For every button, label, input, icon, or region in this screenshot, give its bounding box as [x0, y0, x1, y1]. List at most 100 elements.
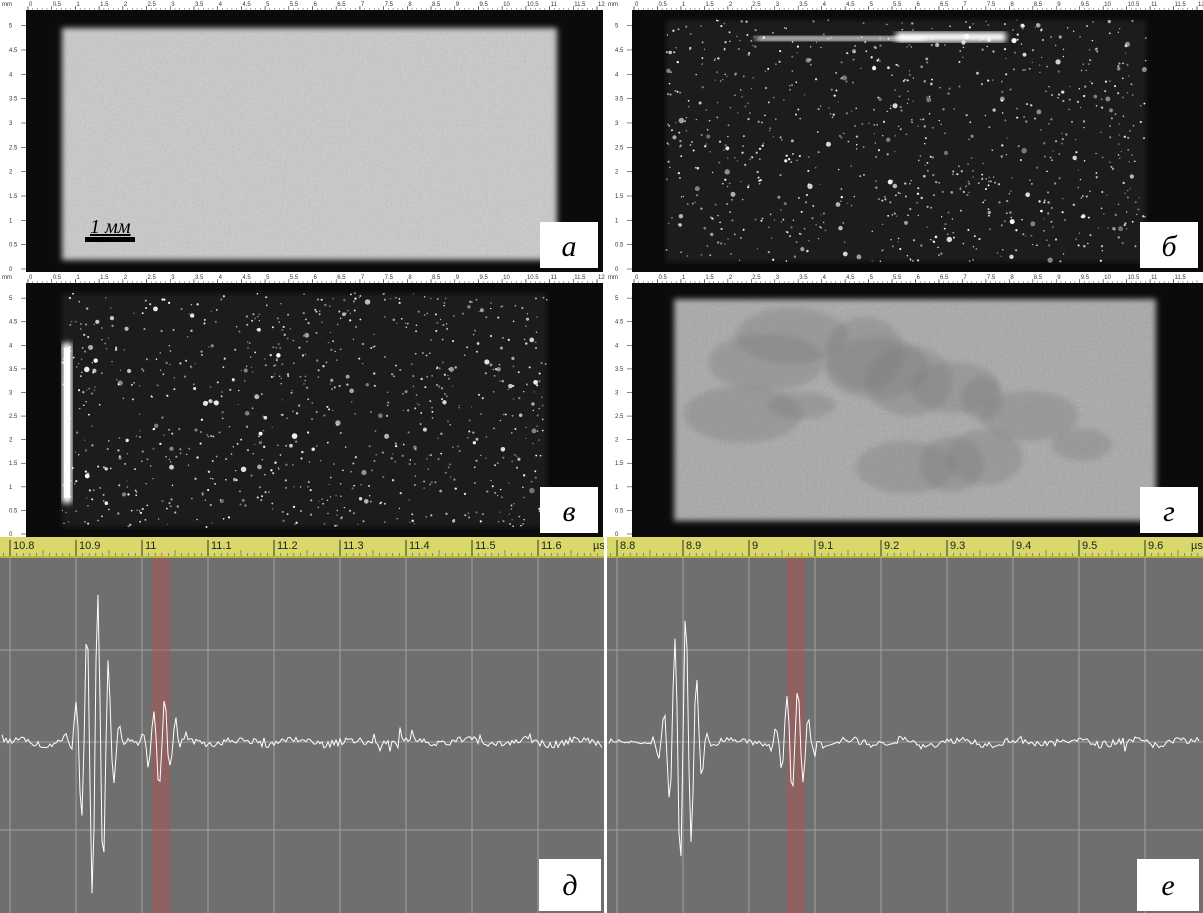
ruler-label: 1.5	[100, 2, 109, 8]
defect-dot	[1020, 43, 1023, 45]
defect-dot	[107, 440, 110, 442]
defect-dot	[447, 377, 451, 380]
defect-dot	[207, 470, 211, 473]
defect-dot	[138, 435, 141, 439]
defect-dot	[392, 453, 394, 455]
defect-dot	[188, 447, 191, 450]
defect-dot	[458, 449, 461, 453]
defect-dot	[969, 121, 972, 123]
defect-dot	[1122, 96, 1124, 99]
defect-dot	[966, 193, 969, 197]
defect-dot	[835, 89, 838, 92]
defect-dot	[701, 41, 704, 44]
defect-dot	[890, 104, 892, 107]
defect-dot	[1030, 221, 1036, 227]
ruler-label: 4	[219, 2, 223, 8]
defect-dot	[504, 413, 507, 416]
defect-dot	[747, 184, 750, 187]
defect-dot	[1118, 62, 1121, 65]
defect-dot	[104, 342, 106, 345]
defect-dot	[920, 244, 923, 247]
defect-dot	[1006, 212, 1008, 214]
ruler-label: 12	[1198, 2, 1203, 8]
defect-dot	[114, 348, 118, 351]
defect-dot	[905, 133, 908, 136]
defect-dot	[546, 299, 548, 301]
defect-dot	[284, 479, 287, 482]
defect-dot	[822, 221, 825, 224]
defect-dot	[1024, 235, 1027, 238]
defect-dot	[1079, 178, 1082, 181]
defect-dot	[930, 43, 934, 47]
defect-dot	[538, 372, 541, 375]
defect-dot	[910, 179, 913, 182]
defect-dot	[965, 185, 968, 188]
defect-dot	[828, 106, 830, 109]
defect-dot	[1001, 112, 1004, 114]
defect-dot	[706, 134, 711, 139]
defect-dot	[107, 337, 109, 339]
defect-dot	[824, 229, 827, 232]
defect-dot	[770, 237, 773, 239]
defect-dot	[390, 457, 393, 460]
defect-dot	[79, 375, 82, 378]
defect-dot	[193, 386, 197, 391]
defect-dot	[430, 454, 432, 456]
defect-dot	[221, 391, 223, 393]
defect-dot	[1043, 155, 1046, 158]
defect-dot	[783, 27, 786, 29]
defect-dot	[91, 498, 94, 501]
ruler-top	[606, 273, 1203, 283]
defect-dot	[754, 218, 757, 221]
ruler-label: 1.5	[615, 194, 624, 200]
defect-dot	[90, 392, 94, 395]
ruler-label: 4.5	[615, 48, 624, 54]
defect-dot	[1095, 172, 1098, 174]
defect-dot	[928, 112, 931, 115]
ruler-label: 0	[635, 275, 639, 281]
defect-dot	[473, 329, 477, 332]
defect-dot	[101, 515, 103, 518]
defect-dot	[1131, 94, 1134, 96]
defect-dot	[1091, 82, 1094, 85]
defect-dot	[270, 375, 273, 378]
image-panel: mm 0 0.5 1 1.5 2 2.5 3 3.5 4 4.5 5 5.5 6 6.5 7 7.5 8 8.5 9 9…	[606, 0, 1203, 273]
defect-dot	[155, 358, 158, 360]
defect-dot	[757, 176, 760, 179]
defect-dot	[741, 198, 744, 201]
ruler-label: 4	[823, 2, 827, 8]
defect-dot	[885, 137, 891, 143]
defect-dot	[931, 78, 934, 81]
defect-dot	[962, 191, 965, 193]
defect-dot	[1025, 120, 1028, 123]
defect-dot	[280, 302, 282, 305]
defect-dot	[791, 55, 794, 58]
edge-bright	[896, 32, 1006, 42]
defect-dot	[984, 114, 987, 117]
defect-dot	[767, 250, 770, 254]
defect-dot	[130, 509, 133, 512]
defect-dot	[292, 339, 295, 342]
plot-area	[0, 558, 605, 913]
defect-dot	[1052, 150, 1054, 152]
defect-dot	[838, 225, 843, 231]
defect-dot	[694, 186, 700, 192]
defect-dot	[134, 489, 137, 492]
defect-dot	[194, 362, 196, 365]
defect-dot	[447, 374, 449, 377]
defect-dot	[169, 363, 171, 366]
defect-dot	[93, 358, 98, 363]
defect-dot	[431, 374, 434, 377]
defect-dot	[210, 477, 212, 479]
defect-dot	[700, 134, 703, 137]
defect-dot	[899, 193, 901, 195]
defect-dot	[991, 149, 993, 151]
defect-dot	[713, 59, 716, 61]
defect-dot	[1092, 21, 1094, 23]
defect-dot	[665, 50, 669, 54]
defect-dot	[525, 426, 527, 429]
defect-dot	[1117, 154, 1120, 156]
defect-dot	[941, 190, 944, 193]
defect-dot	[295, 521, 298, 524]
sample-area	[62, 293, 547, 527]
